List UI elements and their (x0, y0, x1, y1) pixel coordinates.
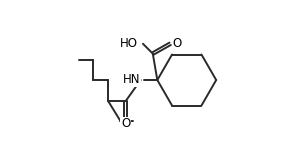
Text: HN: HN (123, 73, 141, 86)
Text: O: O (121, 117, 130, 130)
Text: O: O (173, 37, 182, 50)
Text: HO: HO (120, 37, 138, 50)
